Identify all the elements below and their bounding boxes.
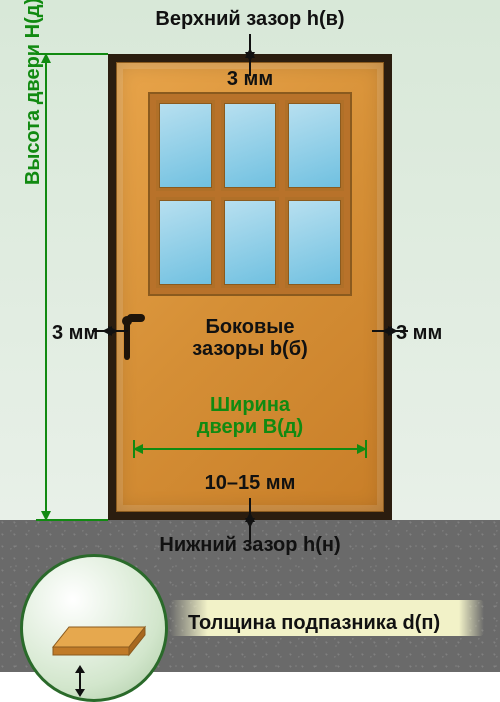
- threshold-inset-circle: [20, 554, 168, 702]
- width-dimension-line: [134, 448, 366, 450]
- right-gap-value: 3 мм: [396, 322, 442, 345]
- window-pane: [156, 197, 215, 288]
- door-window-grid: [148, 92, 352, 296]
- bottom-gap-value: 10–15 мм: [205, 472, 296, 495]
- window-pane: [285, 100, 344, 191]
- width-label-l1: Ширина: [210, 394, 290, 416]
- window-pane: [285, 197, 344, 288]
- height-label: Высота двери H(д): [22, 0, 45, 185]
- door-handle-icon: [124, 322, 130, 360]
- top-gap-value: 3 мм: [227, 68, 273, 91]
- threshold-label: Толщина подпазника d(п): [188, 612, 440, 635]
- left-gap-value: 3 мм: [52, 322, 98, 345]
- top-gap-label: Верхний зазор h(в): [155, 8, 344, 31]
- window-pane: [221, 197, 280, 288]
- height-dimension-tick: [36, 53, 108, 55]
- width-label: Ширина двери B(д): [197, 394, 303, 438]
- window-pane: [221, 100, 280, 191]
- width-dimension-tick: [365, 440, 367, 458]
- height-dimension-tick: [36, 519, 108, 521]
- window-pane: [156, 100, 215, 191]
- width-label-l2: двери B(д): [197, 416, 303, 438]
- side-gaps-label-l1: Боковые: [205, 316, 294, 338]
- threshold-piece-icon: [49, 617, 149, 657]
- height-dimension-line: [45, 54, 47, 520]
- side-gaps-label-l2: зазоры b(б): [192, 338, 307, 360]
- side-gaps-label: Боковые зазоры b(б): [192, 316, 307, 360]
- bottom-gap-label: Нижний зазор h(н): [159, 534, 340, 557]
- threshold-thickness-dim: [79, 667, 81, 695]
- width-dimension-tick: [133, 440, 135, 458]
